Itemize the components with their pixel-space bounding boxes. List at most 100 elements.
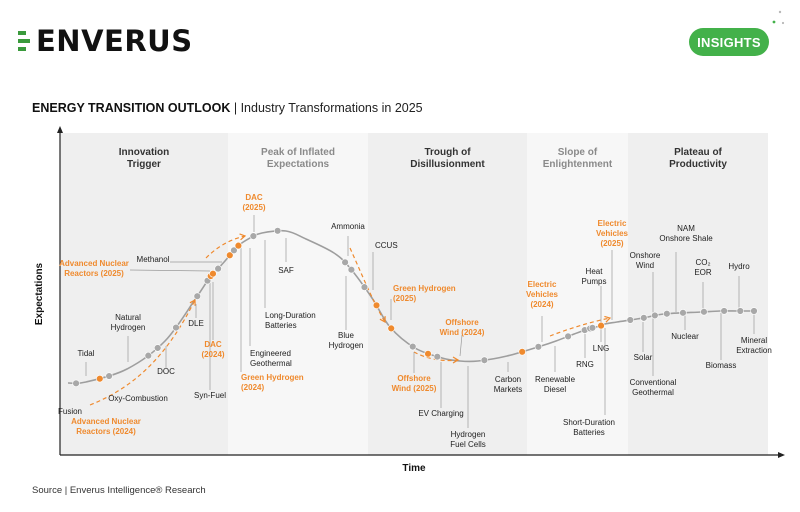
technology-point[interactable]: Engineered Geothermal [230, 246, 292, 368]
point-marker[interactable] [750, 307, 758, 315]
technology-point[interactable]: Advanced Nuclear Reactors (2024) [71, 374, 141, 436]
technology-point[interactable]: Offshore Wind (2024) [424, 318, 485, 358]
point-marker[interactable] [679, 309, 687, 317]
technology-point[interactable]: CCUS [360, 241, 398, 291]
highlight-marker[interactable] [96, 374, 104, 383]
technology-point[interactable]: DAC (2024) [201, 270, 225, 359]
point-marker[interactable] [144, 351, 152, 360]
technology-point[interactable]: Natural Hydrogen [111, 313, 162, 362]
point-marker[interactable] [347, 265, 356, 274]
technology-point[interactable]: DLE [188, 292, 204, 328]
highlight-marker[interactable] [518, 348, 526, 356]
point-marker[interactable] [663, 310, 671, 318]
point-label: Solar [634, 353, 653, 362]
technology-point[interactable]: Green Hydrogen (2025) [372, 284, 456, 320]
phase-title: Productivity [669, 159, 727, 170]
highlight-marker[interactable] [372, 301, 381, 310]
point-marker[interactable] [626, 316, 634, 324]
highlight-marker[interactable] [234, 241, 243, 250]
technology-point[interactable]: Green Hydrogen (2024) [226, 246, 304, 392]
point-marker[interactable] [651, 311, 659, 320]
point-marker[interactable] [172, 323, 180, 332]
technology-point[interactable]: EV Charging [409, 342, 464, 418]
brand-name: ENVERUS [36, 24, 193, 58]
movement-arrow [89, 299, 196, 406]
technology-point[interactable]: Electric Vehicles (2024) [518, 280, 559, 356]
phase-title: Slope of [558, 147, 598, 158]
technology-point[interactable]: Hydrogen Fuel Cells [433, 352, 486, 449]
point-label-line: Batteries [573, 428, 605, 437]
highlight-marker[interactable] [226, 251, 234, 259]
point-label-line: Heat [586, 267, 604, 276]
x-axis-label: Time [402, 463, 426, 474]
point-marker[interactable] [409, 342, 417, 351]
point-marker[interactable] [214, 264, 222, 273]
point-label: CCUS [375, 241, 398, 250]
point-label-line: (2025) [600, 239, 623, 248]
technology-point[interactable]: NAM Onshore Shale [659, 224, 713, 318]
technology-point[interactable]: Offshore Wind (2025) [387, 324, 437, 393]
point-marker[interactable] [736, 307, 744, 315]
point-label-line: (2025) [393, 294, 416, 303]
point-marker[interactable] [72, 379, 80, 388]
point-marker[interactable] [534, 343, 543, 351]
technology-point[interactable]: Conventional Geothermal [630, 311, 677, 397]
technology-point[interactable]: Methanol [137, 255, 222, 273]
technology-point[interactable]: DOC [157, 323, 180, 376]
point-label-line: Long-Duration [265, 311, 316, 320]
point-label-line: Methanol [137, 255, 170, 264]
point-marker[interactable] [433, 352, 441, 361]
point-marker[interactable] [588, 324, 597, 332]
technology-point[interactable]: DAC (2025) [234, 193, 266, 250]
point-marker[interactable] [153, 344, 162, 352]
point-label-line: Offshore [397, 374, 431, 383]
technology-point[interactable]: Oxy-Combustion [108, 351, 168, 403]
point-marker[interactable] [193, 292, 201, 300]
technology-point[interactable]: Electric Vehicles (2025) [596, 219, 629, 330]
technology-point[interactable]: Onshore Wind [630, 251, 661, 322]
point-label-line: DLE [188, 319, 204, 328]
technology-point[interactable]: RNG [564, 332, 594, 369]
point-marker[interactable] [273, 227, 282, 235]
technology-point[interactable]: SAF [273, 227, 294, 275]
point-marker[interactable] [640, 314, 648, 322]
point-label: Offshore Wind (2024) [440, 318, 485, 337]
y-axis-label: Expectations [34, 262, 45, 325]
point-marker[interactable] [105, 372, 113, 380]
technology-point[interactable]: Carbon Markets [480, 356, 522, 394]
technology-point[interactable]: Mineral Extraction [736, 307, 772, 355]
point-label: Electric Vehicles (2025) [596, 219, 629, 248]
technology-point[interactable]: Long-Duration Batteries [249, 232, 316, 330]
technology-point[interactable]: Renewable Diesel [534, 343, 576, 394]
highlight-marker[interactable] [597, 321, 605, 330]
point-marker[interactable] [564, 332, 572, 341]
point-label-line: Solar [634, 353, 653, 362]
point-label-line: NAM [677, 224, 695, 233]
highlight-marker[interactable] [387, 324, 395, 333]
point-marker[interactable] [360, 283, 369, 291]
point-label: Heat Pumps [582, 267, 607, 286]
point-marker[interactable] [700, 308, 708, 316]
point-marker[interactable] [249, 232, 258, 240]
chart-headline: ENERGY TRANSITION OUTLOOK | Industry Tra… [32, 101, 423, 115]
technology-point[interactable]: Solar [626, 316, 653, 362]
point-label-line: Hydrogen [329, 341, 364, 350]
technology-point[interactable]: Tidal [77, 349, 113, 380]
technology-point[interactable]: Ammonia [331, 222, 365, 267]
point-marker[interactable] [480, 356, 489, 364]
point-marker[interactable] [720, 307, 728, 315]
point-marker[interactable] [230, 246, 238, 254]
point-marker[interactable] [341, 258, 349, 267]
technology-point[interactable]: Fusion [58, 379, 82, 416]
insights-badge[interactable]: INSIGHTS [689, 28, 769, 56]
technology-point[interactable]: CO₂ EOR [694, 258, 712, 316]
technology-point[interactable]: Nuclear [671, 309, 699, 341]
technology-point[interactable]: Hydro [728, 262, 750, 315]
highlight-marker[interactable] [424, 350, 432, 358]
technology-point[interactable]: Blue Hydrogen [329, 265, 364, 350]
point-label: Nuclear [671, 332, 699, 341]
technology-point[interactable]: Short-Duration Batteries [563, 324, 615, 437]
point-label-line: DOC [157, 367, 175, 376]
highlight-marker[interactable] [209, 270, 217, 278]
technology-point[interactable]: Biomass [706, 307, 737, 370]
